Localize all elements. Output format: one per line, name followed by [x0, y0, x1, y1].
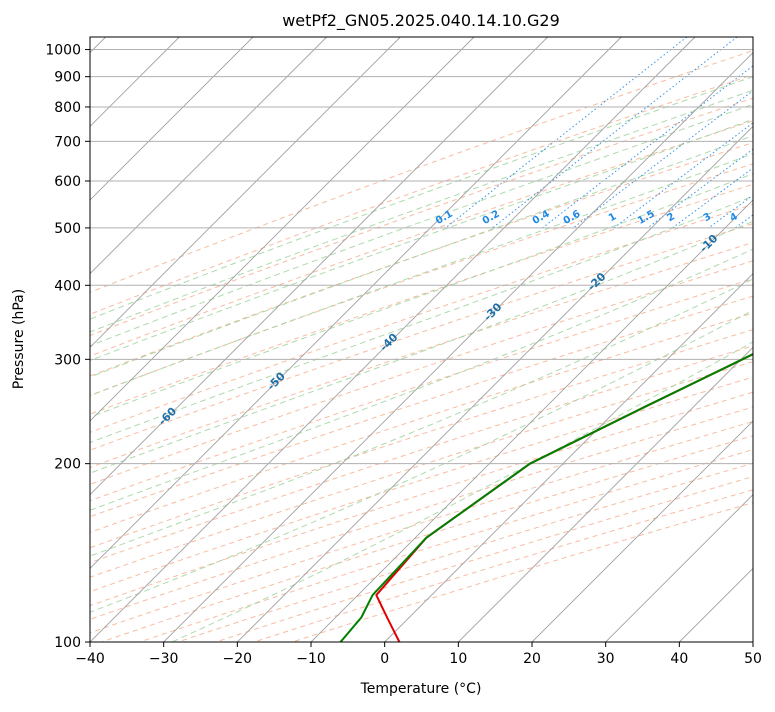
y-tick-label: 1000 [45, 43, 81, 59]
x-tick-label: 0 [380, 651, 389, 667]
x-tick-label: 10 [449, 651, 467, 667]
y-tick-label: 700 [54, 134, 81, 150]
x-tick-label: −30 [149, 651, 179, 667]
y-tick-label: 200 [54, 457, 81, 473]
x-tick-label: 20 [523, 651, 541, 667]
y-tick-label: 900 [54, 70, 81, 86]
x-axis-label: Temperature (°C) [360, 681, 482, 697]
x-tick-label: 40 [670, 651, 688, 667]
x-tick-label: −10 [296, 651, 326, 667]
y-tick-label: 500 [54, 221, 81, 237]
chart-title: wetPf2_GN05.2025.040.14.10.G29 [282, 11, 560, 31]
x-tick-label: −40 [75, 651, 105, 667]
y-tick-label: 300 [54, 352, 81, 368]
y-tick-label: 400 [54, 278, 81, 294]
y-axis-label: Pressure (hPa) [11, 289, 27, 389]
y-tick-label: 100 [54, 635, 81, 651]
x-tick-label: 30 [597, 651, 615, 667]
x-tick-label: 50 [744, 651, 762, 667]
x-tick-label: −20 [223, 651, 253, 667]
y-tick-label: 600 [54, 174, 81, 190]
y-tick-label: 800 [54, 100, 81, 116]
